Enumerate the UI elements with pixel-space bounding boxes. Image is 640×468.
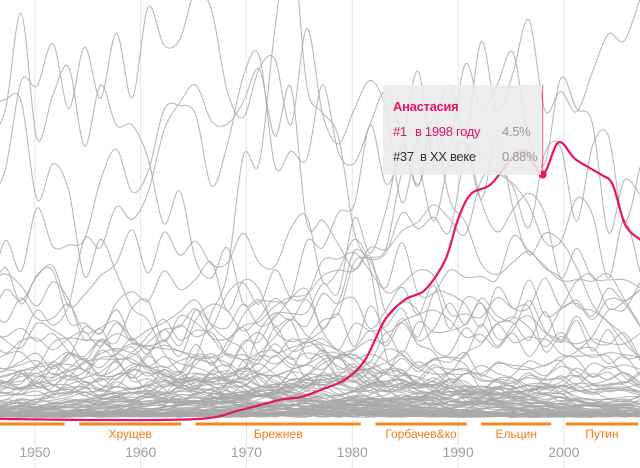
- era-label: Хрущев: [108, 427, 151, 441]
- tooltip-year-rank: #1: [393, 124, 407, 139]
- tick-label-1980: 1980: [337, 444, 368, 460]
- tick-label-1990: 1990: [442, 444, 473, 460]
- tooltip-century-value: 0.88%: [502, 149, 538, 164]
- tick-label-1950: 1950: [19, 444, 50, 460]
- highlighted-series-line-anastasia[interactable]: [0, 141, 640, 422]
- era-label: Ельцин: [495, 427, 536, 441]
- era-label: Брежнев: [254, 427, 303, 441]
- x-axis-tick-labels: 1950 1960 1970 1980 1990 2000: [19, 444, 579, 460]
- background-line: [0, 349, 640, 413]
- background-line: [0, 300, 640, 417]
- background-line: [0, 399, 640, 418]
- background-line: [0, 234, 640, 386]
- era-label: Путин: [585, 427, 618, 441]
- background-line: [0, 12, 640, 416]
- background-line: [0, 322, 640, 411]
- tooltip-year-desc: в 1998 году: [415, 124, 481, 139]
- background-line: [0, 273, 640, 418]
- background-name-lines: [0, 0, 640, 419]
- background-line: [0, 0, 640, 416]
- tick-label-2000: 2000: [548, 444, 579, 460]
- tooltip-century-desc: в XX веке: [420, 149, 476, 164]
- tooltip-row-year-rank: #1 в 1998 году 4.5%: [393, 124, 541, 140]
- tooltip: Анастасия #1 в 1998 году 4.5% #37 в XX веке…: [383, 85, 541, 175]
- background-line: [0, 370, 640, 416]
- tooltip-row-century-rank: #37 в XX веке 0.88%: [393, 149, 541, 165]
- era-label: Горбачев&ко: [385, 427, 457, 441]
- background-line: [0, 147, 640, 415]
- background-line: [0, 92, 640, 418]
- background-line: [0, 49, 640, 289]
- tooltip-year-value: 4.5%: [502, 124, 531, 139]
- background-line: [0, 0, 640, 359]
- background-line: [0, 266, 640, 417]
- background-line: [0, 391, 640, 417]
- tooltip-century-rank: #37: [393, 149, 414, 164]
- background-line: [0, 365, 640, 415]
- tick-label-1960: 1960: [125, 444, 156, 460]
- background-line: [0, 212, 640, 376]
- tick-label-1970: 1970: [231, 444, 262, 460]
- background-line: [0, 315, 640, 416]
- era-bars: Хрущев Брежнев Горбачев&ко Ельцин Путин: [0, 422, 638, 441]
- background-line: [0, 368, 640, 412]
- tooltip-name: Анастасия: [393, 99, 459, 114]
